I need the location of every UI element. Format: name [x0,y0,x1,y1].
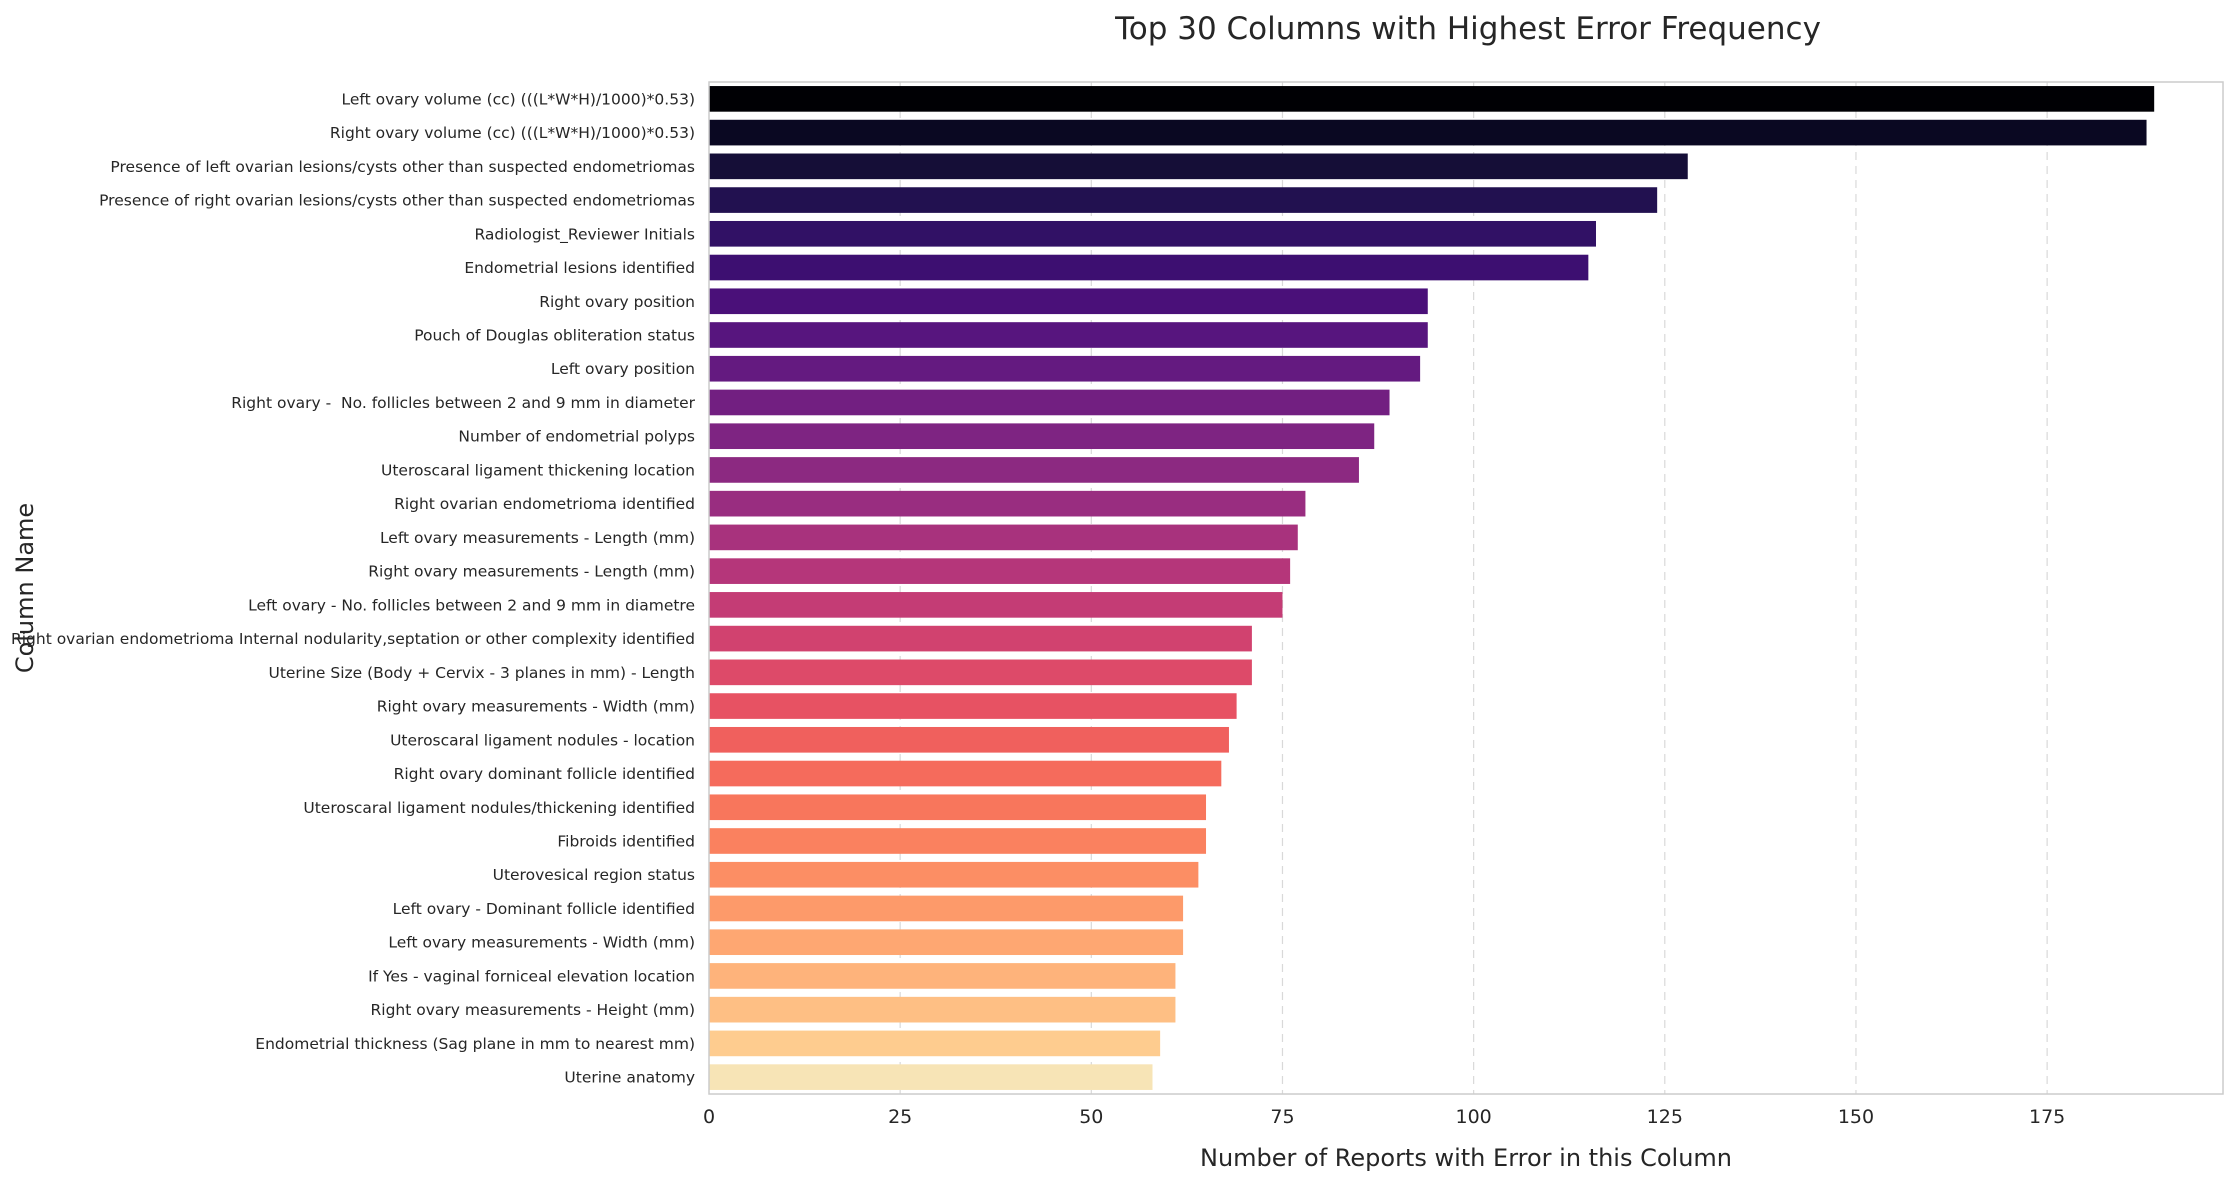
bar [709,119,2147,146]
category-label: Left ovary measurements - Length (mm) [380,529,695,547]
bar [709,322,1428,348]
category-label: Left ovary measurements - Width (mm) [388,934,695,952]
bar [709,895,1184,922]
y-axis-label: Column Name [11,503,39,673]
category-label: Fibroids identified [557,833,695,851]
bar [709,254,1589,281]
chart-title: Top 30 Columns with Highest Error Freque… [1114,11,1821,47]
category-label: Radiologist_Reviewer Initials [475,225,696,244]
bar [709,288,1428,315]
bar [709,760,1222,787]
bar [709,86,2155,112]
bar [709,693,1237,719]
x-tick-label: 125 [1647,1106,1683,1128]
category-label: Uterine Size (Body + Cervix - 3 planes i… [268,664,695,682]
category-label: Right ovary measurements - Width (mm) [377,698,695,716]
category-label: Right ovary dominant follicle identified [394,765,695,783]
category-label: Pouch of Douglas obliteration status [414,327,695,345]
bar [709,558,1291,584]
bar [709,423,1375,450]
x-tick-label: 150 [1838,1106,1874,1128]
bar [709,389,1390,416]
category-label: Left ovary - Dominant follicle identifie… [393,900,695,918]
bar [709,794,1207,821]
category-label: Uteroscaral ligament nodules - location [390,731,695,749]
category-label: Presence of left ovarian lesions/cysts o… [110,158,695,176]
bar [709,355,1421,382]
category-label: Right ovarian endometrioma identified [394,495,695,513]
x-tick-label: 100 [1456,1106,1492,1128]
category-label: Endometrial lesions identified [464,259,695,277]
bar [709,929,1184,956]
plot-frame [708,81,2224,1095]
bar [709,861,1199,888]
bar [709,1030,1161,1057]
category-label: Right ovary measurements - Length (mm) [368,563,695,581]
bar [709,625,1252,652]
x-tick-label: 25 [888,1106,912,1128]
x-tick-labels: 0 25 50 75 100 125 150 175 [703,1106,2065,1128]
category-label: Uterine anatomy [564,1069,695,1087]
category-label: Left ovary - No. follicles between 2 and… [248,596,695,614]
category-label: Left ovary volume (cc) (((L*W*H)/1000)*0… [342,90,695,108]
bar [709,457,1359,483]
category-label: Uterovesical region status [493,866,695,884]
x-tick-label: 50 [1079,1106,1103,1128]
category-label: Right ovary measurements - Height (mm) [371,1001,696,1019]
category-label: Uteroscaral ligament thickening location [381,461,695,479]
category-label: If Yes - vaginal forniceal elevation loc… [368,967,695,985]
category-label: Endometrial thickness (Sag plane in mm t… [255,1035,695,1053]
x-tick-label: 0 [703,1106,715,1128]
category-label: Right ovary volume (cc) (((L*W*H)/1000)*… [330,124,695,142]
bar [709,187,1658,213]
bar [709,153,1688,180]
category-label: Presence of right ovarian lesions/cysts … [99,192,695,210]
category-label: Uteroscaral ligament nodules/thickening … [303,799,695,817]
grid-lines [899,82,2048,1094]
category-label: Right ovary - No. follicles between 2 an… [231,394,695,412]
category-label: Right ovarian endometrioma Internal nodu… [11,630,695,648]
category-label: Number of endometrial polyps [458,428,695,446]
bar [709,524,1298,551]
bar [709,592,1283,618]
category-label: Left ovary position [551,360,695,378]
bar [709,828,1207,854]
bar [709,996,1176,1023]
category-label: Right ovary position [539,293,695,311]
x-tick-label: 75 [1270,1106,1294,1128]
bar [709,490,1306,517]
bar [709,726,1229,753]
bar [709,220,1596,247]
bar [709,1064,1153,1090]
bars [709,86,2155,1090]
x-axis-label: Number of Reports with Error in this Col… [1200,1144,1732,1172]
bar [709,659,1252,686]
bar [709,963,1176,989]
category-labels: Left ovary volume (cc) (((L*W*H)/1000)*0… [11,90,696,1086]
x-tick-label: 175 [2029,1106,2065,1128]
